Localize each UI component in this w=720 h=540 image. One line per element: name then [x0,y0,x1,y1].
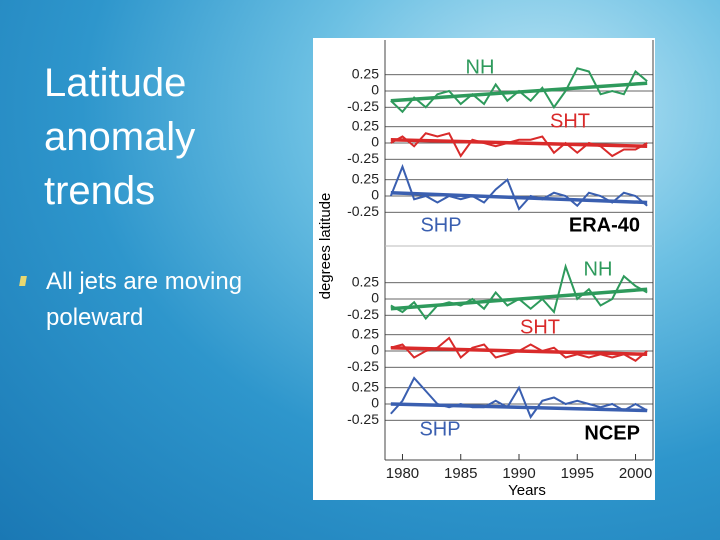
x-tick-label: 1995 [561,465,594,482]
bullet-list: All jets are moving poleward [46,264,296,336]
y-tick-label: 0 [371,82,379,98]
y-tick-label: -0.25 [347,306,379,322]
x-axis-label: Years [508,482,546,499]
panel-title: NCEP [584,422,640,444]
y-tick-label: 0 [371,290,379,306]
figure-background [313,38,655,500]
trend-line [390,402,648,413]
x-tick-label: 2000 [619,465,652,482]
y-tick-label: -0.25 [347,203,379,219]
series-label: SHP [419,418,460,440]
series-label: SHP [420,214,461,236]
trend-line [390,81,648,103]
series-label: NH [584,258,613,280]
y-axis-label: degrees latitude [317,193,334,300]
trend-line [390,138,648,148]
bullet: All jets are moving poleward [46,264,296,336]
trend-line [390,287,648,311]
y-tick-label: 0.25 [352,378,379,394]
y-tick-label: 0 [371,134,379,150]
y-tick-label: 0.25 [352,117,379,133]
slide-title: Latitude anomaly trends [44,61,196,213]
y-tick-label: 0 [371,187,379,203]
series-label: SHT [520,316,560,338]
trend-line [390,346,648,356]
panel-title: ERA-40 [569,214,640,236]
x-tick-label: 1990 [502,465,535,482]
y-tick-label: -0.25 [347,358,379,374]
series-label: NH [466,56,495,78]
x-tick-label: 1980 [386,465,419,482]
y-tick-label: 0 [371,395,379,411]
series-label: SHT [550,110,590,132]
y-tick-label: 0.25 [352,325,379,341]
series-line [390,376,648,420]
trend-line [390,191,648,205]
y-tick-label: 0.25 [352,170,379,186]
series-line [390,132,648,158]
y-tick-label: 0.25 [352,65,379,81]
y-tick-label: -0.25 [347,150,379,166]
y-tick-label: 0.25 [352,273,379,289]
y-tick-label: -0.25 [347,98,379,114]
series-line [389,163,648,211]
x-tick-label: 1985 [444,465,477,482]
y-tick-label: -0.25 [347,411,379,427]
y-tick-label: 0 [371,342,379,358]
